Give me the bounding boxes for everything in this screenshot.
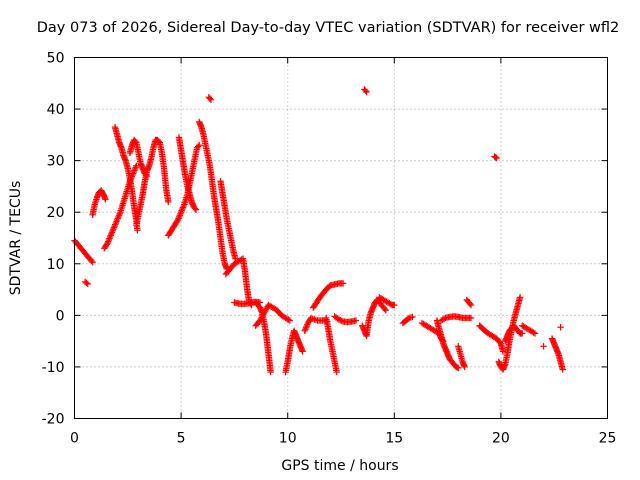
data-point: [165, 198, 172, 206]
data-point: [559, 366, 566, 373]
data-point: [363, 88, 370, 96]
y-tick-label: -10: [42, 360, 65, 376]
x-tick-label: 15: [385, 431, 403, 447]
data-point: [285, 316, 292, 323]
data-point: [132, 138, 139, 145]
data-point: [103, 241, 110, 248]
data-point: [493, 154, 500, 162]
data-point: [192, 206, 200, 213]
data-point: [496, 339, 504, 346]
grid-lines: [74, 57, 608, 419]
data-point: [207, 96, 215, 103]
y-tick-label: 0: [56, 308, 65, 324]
data-point: [267, 368, 274, 376]
x-tick-label: 0: [70, 431, 79, 447]
data-point: [196, 141, 203, 149]
x-tick-label: 20: [492, 431, 510, 447]
data-point: [467, 314, 475, 322]
data-point: [191, 205, 199, 212]
y-tick-label: -20: [42, 412, 65, 428]
data-point: [455, 364, 462, 372]
data-point: [194, 143, 202, 150]
y-axis-label: SDTVAR / TECUs: [8, 181, 24, 296]
x-axis-label: GPS time / hours: [281, 458, 398, 474]
data-point: [155, 138, 162, 145]
data-point: [382, 307, 389, 314]
data-point: [299, 348, 306, 355]
data-point: [134, 227, 141, 234]
data-point: [557, 324, 564, 331]
x-tick-label: 5: [177, 431, 186, 447]
data-point: [338, 317, 345, 325]
x-tick-label: 25: [599, 431, 617, 447]
y-tick-label: 20: [47, 205, 65, 221]
data-point: [391, 301, 398, 309]
data-point: [516, 294, 524, 301]
x-tick-label: 10: [279, 431, 297, 447]
y-tick-label: 30: [47, 154, 65, 170]
data-point: [143, 172, 151, 180]
data-point: [333, 368, 340, 376]
data-point: [492, 154, 499, 161]
data-point: [89, 259, 96, 266]
data-point: [142, 171, 150, 179]
chart-title: Day 073 of 2026, Sidereal Day-to-day VTE…: [37, 20, 619, 36]
data-point: [102, 196, 109, 203]
data-point: [466, 300, 474, 307]
data-points: [71, 86, 566, 376]
y-tick-label: 10: [47, 257, 65, 273]
data-point: [84, 280, 91, 288]
data-point: [206, 95, 214, 102]
y-tick-label: 50: [47, 51, 65, 67]
data-point: [381, 305, 388, 313]
data-point: [83, 279, 90, 287]
data-point: [409, 313, 416, 321]
data-point: [362, 87, 369, 94]
data-point: [173, 218, 181, 225]
data-point: [335, 316, 343, 323]
data-point: [337, 316, 344, 324]
data-point: [531, 330, 539, 337]
data-point: [530, 329, 537, 336]
data-point: [461, 363, 468, 371]
data-point: [352, 317, 360, 324]
data-point: [467, 301, 475, 309]
axis-ticks: 0 5 10 15 20 25 -20 -10 0 10 20 30 40 50: [42, 51, 617, 447]
data-point: [540, 343, 547, 350]
data-point: [519, 330, 526, 337]
data-point: [339, 280, 347, 287]
data-point: [440, 315, 448, 322]
y-tick-label: 40: [47, 102, 65, 118]
data-point: [286, 317, 294, 324]
data-point: [499, 348, 507, 355]
data-point: [88, 257, 95, 265]
plot-frame: [74, 57, 608, 419]
